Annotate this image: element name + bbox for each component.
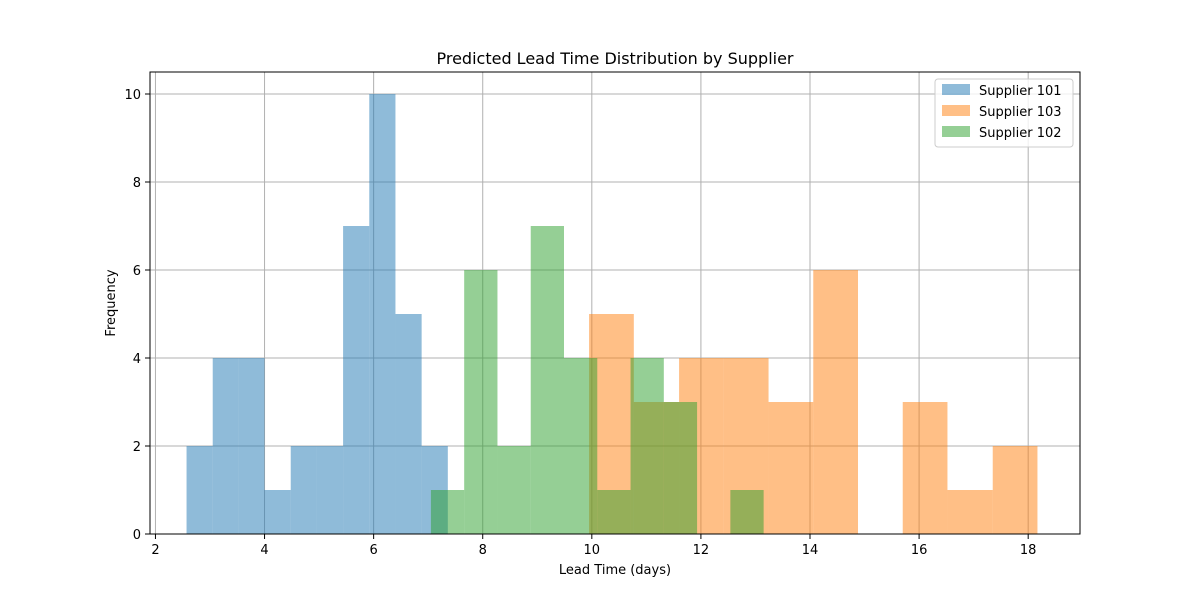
- x-tick-label: 18: [1020, 543, 1037, 558]
- supplier-102-bar: [530, 226, 564, 534]
- legend: Supplier 101 Supplier 103 Supplier 102: [934, 78, 1074, 148]
- supplier-101-bar: [186, 446, 213, 534]
- y-tick-label: 0: [133, 528, 141, 543]
- x-tick-label: 10: [584, 543, 601, 558]
- supplier-103-bar: [992, 446, 1038, 534]
- supplier-103-bar: [902, 402, 948, 534]
- supplier-102-legend-label: Supplier 102: [979, 126, 1062, 141]
- supplier-102-bar: [730, 490, 764, 534]
- x-tick-label: 8: [479, 543, 487, 558]
- supplier-101-legend-label: Supplier 101: [979, 84, 1062, 99]
- y-tick-label: 2: [133, 440, 141, 455]
- supplier-101-legend-swatch: [942, 84, 970, 95]
- supplier-102-legend-swatch: [942, 126, 970, 137]
- supplier-103-legend-swatch: [942, 105, 970, 116]
- supplier-102-bar: [663, 402, 698, 534]
- y-tick-label: 4: [133, 352, 141, 367]
- supplier-102-bar: [630, 358, 664, 534]
- supplier-103-legend-label: Supplier 103: [979, 105, 1062, 120]
- supplier-101-bar: [395, 314, 422, 534]
- y-tick-label: 8: [133, 176, 141, 191]
- bars: [186, 94, 1038, 534]
- x-tick-label: 2: [151, 543, 159, 558]
- x-tick-label: 12: [693, 543, 710, 558]
- plot-frame: [149, 71, 1081, 535]
- y-axis-label: Frequency: [104, 269, 119, 336]
- supplier-103-bar: [768, 402, 814, 534]
- supplier-101-bar: [316, 446, 344, 534]
- supplier-101-bar: [343, 226, 370, 534]
- supplier-101-bar: [264, 490, 291, 534]
- supplier-101-bar: [290, 446, 317, 534]
- supplier-103-bar: [947, 490, 993, 534]
- supplier-101-bar: [238, 358, 265, 534]
- x-tick-label: 14: [802, 543, 819, 558]
- supplier-102-bar: [597, 490, 631, 534]
- supplier-102-bar: [464, 270, 498, 534]
- supplier-102-bar: [430, 490, 465, 534]
- x-tick-label: 16: [911, 543, 928, 558]
- supplier-101-bar: [212, 358, 239, 534]
- x-tick-label: 6: [369, 543, 377, 558]
- supplier-102-bar: [497, 446, 531, 534]
- y-tick-label: 6: [133, 264, 141, 279]
- chart-title: Predicted Lead Time Distribution by Supp…: [436, 49, 793, 68]
- y-tick-label: 10: [124, 88, 141, 103]
- x-tick-label: 4: [260, 543, 268, 558]
- x-axis-label: Lead Time (days): [559, 563, 671, 578]
- supplier-102-bar: [564, 358, 598, 534]
- supplier-101-bar: [369, 94, 396, 534]
- supplier-103-bar: [813, 270, 858, 534]
